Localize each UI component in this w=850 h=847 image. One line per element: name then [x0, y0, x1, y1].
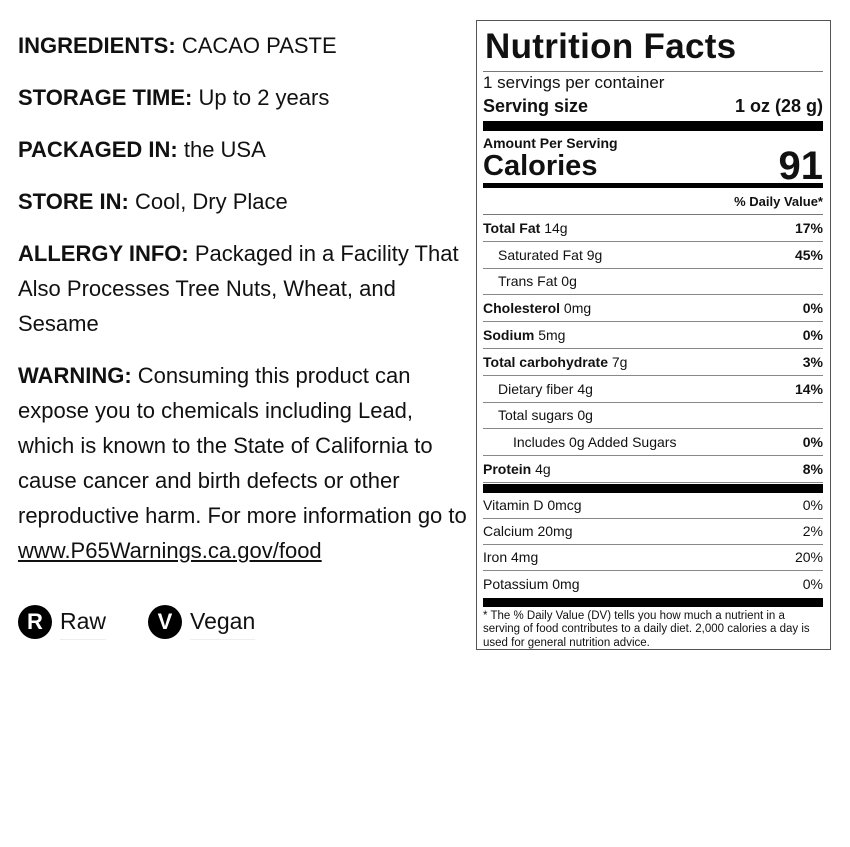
nutrient-row: Saturated Fat 9g 45%: [483, 242, 823, 269]
servings-per-container: 1 servings per container: [483, 73, 665, 92]
divider-medium: [483, 183, 823, 188]
nutrient-row: Trans Fat 0g: [483, 269, 823, 296]
calories: Calories 91: [483, 144, 823, 188]
raw-icon: R: [18, 605, 52, 639]
badge-vegan: V Vegan: [148, 604, 256, 640]
badge-raw: R Raw: [18, 604, 107, 640]
vitamin-row: Potassium 0mg 0%: [483, 575, 823, 592]
nutrient-row: Protein 4g 8%: [483, 456, 823, 483]
info-item: ALLERGY INFO: Packaged in a Facility Tha…: [18, 241, 459, 336]
nutrient-row: Total carbohydrate 7g 3%: [483, 349, 823, 376]
divider-thick: [483, 483, 823, 493]
nutrition-title: Nutrition Facts: [483, 23, 823, 72]
p65-link[interactable]: www.P65Warnings.ca.gov/food: [18, 538, 322, 563]
amount-per-serving: Amount Per Serving: [483, 135, 618, 151]
divider-thick: [483, 121, 823, 131]
vitamin-row: Vitamin D 0mcg 0%: [483, 493, 823, 519]
warning: WARNING: Consuming this product can expo…: [18, 363, 467, 563]
nutrient-row: Total Fat 14g 17%: [483, 215, 823, 242]
vegan-icon: V: [148, 605, 183, 639]
daily-value-header: % Daily Value*: [483, 190, 823, 215]
info-item: STORE IN: Cool, Dry Place: [18, 189, 288, 214]
nutrient-row: Dietary fiber 4g 14%: [483, 376, 823, 403]
info-item: INGREDIENTS: CACAO PASTE: [18, 33, 337, 58]
nutrient-row: Sodium 5mg 0%: [483, 322, 823, 349]
info-item: STORAGE TIME: Up to 2 years: [18, 85, 330, 110]
product-info: INGREDIENTS: CACAO PASTE STORAGE TIME: Up…: [18, 28, 473, 585]
vitamin-row: Calcium 20mg 2%: [483, 519, 823, 545]
nutrient-row: Total sugars 0g: [483, 403, 823, 430]
nutrient-row: Includes 0g Added Sugars 0%: [483, 429, 823, 457]
footnote: * The % Daily Value (DV) tells you how m…: [483, 609, 810, 649]
nutrition-facts-label: Nutrition Facts 1 servings per container…: [476, 20, 831, 650]
diet-badges: R Raw V Vegan: [18, 604, 256, 640]
info-item: PACKAGED IN: the USA: [18, 137, 266, 162]
vitamin-row: Iron 4mg 20%: [483, 545, 823, 571]
divider-thick: [483, 597, 823, 607]
nutrient-row: Cholesterol 0mg 0%: [483, 295, 823, 323]
serving-size: Serving size 1 oz (28 g): [483, 96, 823, 116]
